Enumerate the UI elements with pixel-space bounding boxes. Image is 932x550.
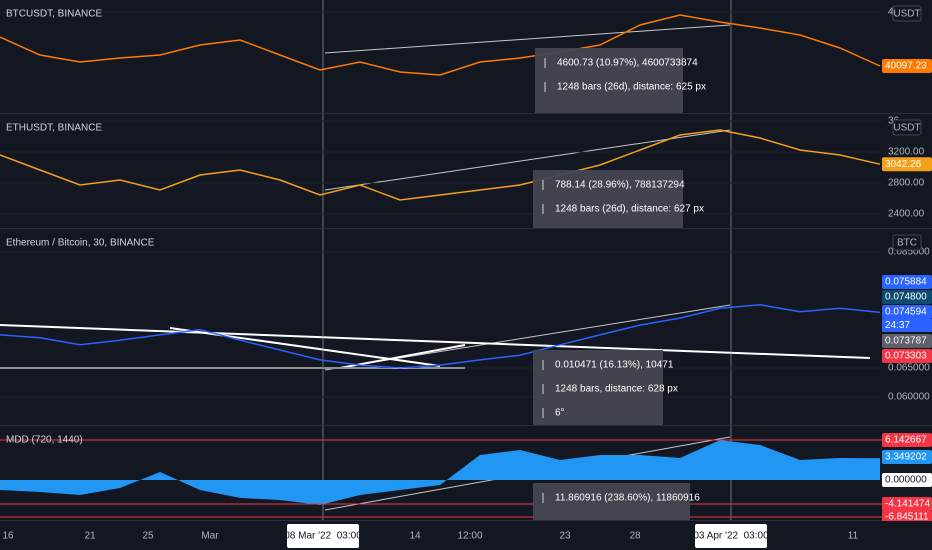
area: [0, 440, 880, 505]
price-label-bg: [882, 450, 932, 464]
line: [0, 129, 881, 201]
price-label-bg: [882, 433, 932, 447]
time-label: 12:00: [457, 531, 482, 542]
price-label-bg: [882, 157, 932, 172]
price-label-bg: [882, 290, 932, 304]
y-tick-label: 0.085000: [888, 247, 930, 258]
price-label-bg: [882, 510, 932, 524]
measure-text: 1248 bars, distance: 628 px: [555, 384, 678, 395]
measure-text: 4600.73 (10.97%), 4600733874: [557, 58, 698, 69]
time-label: 16: [2, 531, 14, 542]
crosshair-label: 03 Apr '22 03:00: [693, 531, 769, 542]
time-axis-bg: [0, 521, 932, 550]
time-label: 21: [84, 531, 96, 542]
currency-bg: [892, 234, 922, 251]
time-label: 25: [142, 531, 154, 542]
pane-title: ETHUSDT, BINANCE: [6, 123, 102, 134]
time-label: 28: [629, 531, 641, 542]
measure-box: [533, 350, 663, 425]
currency: BTC: [897, 238, 917, 249]
measure-box: [535, 48, 683, 113]
price-label: 0.000000: [885, 475, 927, 486]
countdown-bg: [882, 319, 932, 332]
measure-text: 11.860916 (238.60%), 11860916: [555, 493, 700, 504]
price-label: -4.141474: [885, 499, 930, 510]
trend-line: [324, 129, 731, 191]
currency-bg: [892, 119, 922, 136]
price-label-bg: [882, 305, 932, 319]
measure-text: 788.14 (28.96%), 788137294: [555, 180, 685, 191]
y-tick-label: 2400.00: [888, 209, 925, 220]
y-tick-label: 3200.00: [888, 147, 925, 158]
price-label: 0.074800: [885, 292, 927, 303]
line: [0, 14, 881, 76]
price-label: 0.075884: [885, 277, 927, 288]
measure-text: 6°: [555, 408, 565, 419]
measure-text: 1248 bars (26d), distance: 627 px: [555, 204, 704, 215]
price-label-bg: [882, 275, 932, 289]
currency: USDT: [893, 9, 920, 20]
countdown: 24:37: [885, 320, 910, 331]
time-label: 11: [848, 531, 859, 542]
measure-box: [533, 483, 690, 520]
trend-line: [0, 324, 871, 359]
crosshair-label: 08 Mar '22 03:00: [284, 531, 362, 542]
y-tick-label: 0.065000: [888, 363, 930, 374]
time-label: Mar: [201, 531, 219, 542]
price-label-bg: [882, 473, 932, 487]
price-label: 3042.26: [885, 159, 922, 170]
price-label-bg: [882, 497, 932, 511]
crosshair-label-bg: [695, 524, 767, 548]
crosshair-label-bg: [287, 524, 359, 548]
time-label: 23: [559, 531, 571, 542]
price-label-bg: [882, 334, 932, 348]
y-tick-label: 2800.00: [888, 178, 925, 189]
trend-line: [339, 344, 466, 369]
measure-text: 1248 bars (26d), distance: 625 px: [557, 82, 706, 93]
pane-title: Ethereum / Bitcoin, 30, BINANCE: [6, 238, 155, 249]
price-label: 3.349202: [885, 452, 927, 463]
time-label: 14: [409, 531, 421, 542]
measure-box: [533, 170, 683, 228]
measure-text: 0.010471 (16.13%), 10471: [555, 360, 674, 371]
pane-title: MDD (720, 1440): [6, 435, 83, 446]
line: [0, 304, 881, 369]
currency: USDT: [893, 123, 920, 134]
price-label: 40097.23: [885, 61, 927, 72]
price-label: 0.073787: [885, 336, 927, 347]
price-label-bg: [882, 59, 932, 74]
trend-line: [324, 24, 731, 54]
y-tick-label: 4: [888, 7, 894, 18]
pane-title: BTCUSDT, BINANCE: [6, 9, 102, 20]
price-label: 0.074594: [885, 307, 927, 318]
price-label-bg: [882, 349, 932, 363]
price-label: 6.142667: [885, 435, 927, 446]
price-label: -6.845111: [885, 512, 929, 523]
currency-bg: [892, 5, 922, 22]
y-tick-label: 0.060000: [888, 392, 930, 403]
price-label: 0.073303: [885, 351, 927, 362]
